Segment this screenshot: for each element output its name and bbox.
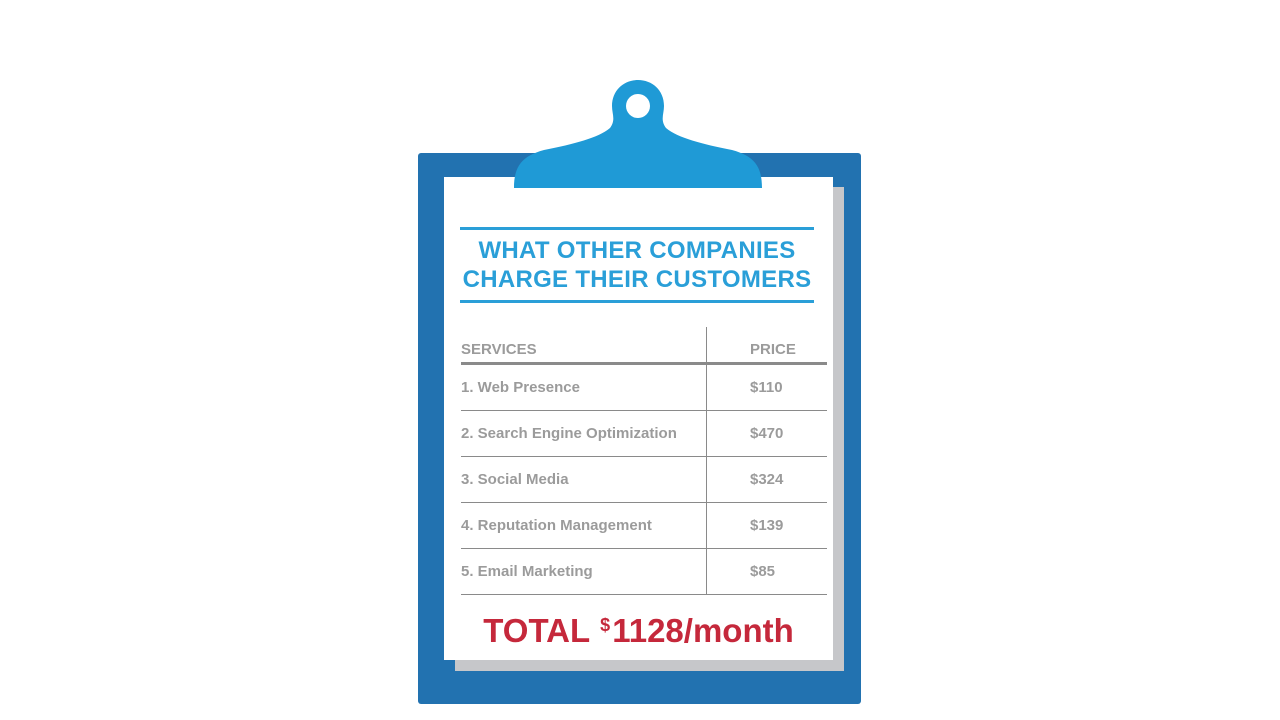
price-column-header: PRICE — [706, 327, 827, 365]
total-amount: 1128/month — [612, 612, 794, 649]
service-name: 1. Web Presence — [461, 363, 707, 411]
service-name: 5. Email Marketing — [461, 548, 707, 595]
total-summary: TOTAL $1128/month — [444, 603, 833, 653]
service-price: $110 — [706, 363, 827, 411]
services-column-header: SERVICES — [461, 327, 707, 365]
service-price: $324 — [706, 456, 827, 503]
total-label: TOTAL — [483, 612, 591, 649]
table-row: 2. Search Engine Optimization $470 — [461, 410, 827, 457]
service-name: 2. Search Engine Optimization — [461, 410, 707, 457]
service-price: $85 — [706, 548, 827, 595]
title-line-1: WHAT OTHER COMPANIES — [478, 237, 796, 264]
table-header-row: SERVICES PRICE — [461, 327, 827, 365]
total-currency-symbol: $ — [600, 615, 611, 635]
service-name: 3. Social Media — [461, 456, 707, 503]
table-row: 1. Web Presence $110 — [461, 363, 827, 411]
services-price-table: SERVICES PRICE 1. Web Presence $110 2. S… — [461, 327, 827, 595]
table-row: 3. Social Media $324 — [461, 456, 827, 503]
title-line-2: CHARGE THEIR CUSTOMERS — [462, 266, 812, 293]
service-price: $139 — [706, 502, 827, 549]
table-row: 5. Email Marketing $85 — [461, 548, 827, 595]
page-title: WHAT OTHER COMPANIES CHARGE THEIR CUSTOM… — [460, 227, 814, 303]
service-price: $470 — [706, 410, 827, 457]
clipboard-clip-icon — [514, 80, 762, 188]
service-name: 4. Reputation Management — [461, 502, 707, 549]
table-row: 4. Reputation Management $139 — [461, 502, 827, 549]
